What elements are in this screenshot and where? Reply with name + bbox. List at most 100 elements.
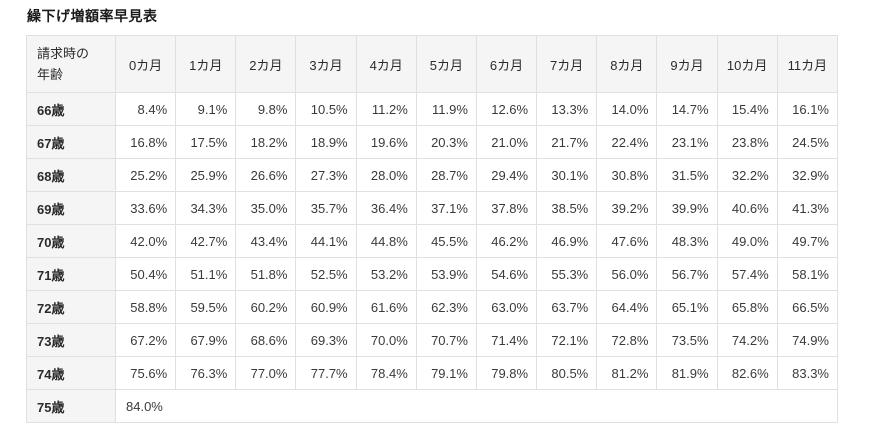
month-header: 6カ月 — [475, 35, 538, 93]
age-row-header: 74歳 — [26, 356, 116, 390]
rate-cell: 39.2% — [596, 191, 658, 225]
rate-cell: 9.8% — [235, 92, 297, 126]
rate-cell: 51.8% — [235, 257, 297, 291]
corner-header-claim-age: 請求時の 年齢 — [26, 35, 116, 93]
rate-cell: 37.1% — [415, 191, 477, 225]
rate-cell: 68.6% — [235, 323, 297, 357]
age-row-header: 71歳 — [26, 257, 116, 291]
rate-cell: 50.4% — [114, 257, 177, 291]
rate-cell: 23.1% — [656, 125, 718, 159]
table-row: 70歳 42.0% 42.7% 43.4% 44.1% 44.8% 45.5% 46.2% 46… — [26, 224, 839, 258]
rate-cell: 53.9% — [415, 257, 477, 291]
rate-cell: 83.3% — [776, 356, 839, 390]
rate-cell: 20.3% — [415, 125, 477, 159]
table-row: 74歳 75.6% 76.3% 77.0% 77.7% 78.4% 79.1% 79.8% 80… — [26, 356, 839, 390]
month-header: 8カ月 — [596, 35, 658, 93]
rate-cell: 46.2% — [475, 224, 538, 258]
rate-cell: 14.0% — [596, 92, 658, 126]
month-header: 2カ月 — [235, 35, 297, 93]
rate-cell: 26.6% — [235, 158, 297, 192]
rate-cell: 18.2% — [235, 125, 297, 159]
rate-cell: 53.2% — [355, 257, 417, 291]
rate-cell: 73.5% — [656, 323, 718, 357]
rate-cell: 18.9% — [295, 125, 357, 159]
month-header: 10カ月 — [716, 35, 778, 93]
month-header: 3カ月 — [295, 35, 357, 93]
month-header: 11カ月 — [776, 35, 839, 93]
rate-cell: 51.1% — [175, 257, 237, 291]
table-row: 72歳 58.8% 59.5% 60.2% 60.9% 61.6% 62.3% 63.0% 63… — [26, 290, 839, 324]
page-title: 繰下げ増額率早見表 — [27, 8, 158, 24]
table-row: 66歳 8.4% 9.1% 9.8% 10.5% 11.2% 11.9% 12.6% 13.3%… — [26, 92, 839, 126]
age-row-header: 75歳 — [26, 389, 116, 423]
rate-cell: 37.8% — [475, 191, 538, 225]
rate-cell: 61.6% — [355, 290, 417, 324]
rate-cell: 42.7% — [175, 224, 237, 258]
rate-cell: 49.0% — [716, 224, 778, 258]
rate-cell: 78.4% — [355, 356, 417, 390]
rate-cell: 65.8% — [716, 290, 778, 324]
rate-cell: 13.3% — [536, 92, 598, 126]
rate-cell: 23.8% — [716, 125, 778, 159]
rate-cell: 71.4% — [475, 323, 538, 357]
rate-cell: 34.3% — [175, 191, 237, 225]
rate-cell: 63.0% — [475, 290, 538, 324]
rate-cell: 45.5% — [415, 224, 477, 258]
age-row-header: 69歳 — [26, 191, 116, 225]
rate-cell: 28.7% — [415, 158, 477, 192]
table-row: 75歳 84.0% — [26, 389, 838, 423]
rate-cell: 36.4% — [355, 191, 417, 225]
rate-cell: 21.7% — [536, 125, 598, 159]
table-row: 71歳 50.4% 51.1% 51.8% 52.5% 53.2% 53.9% 54.6% 55… — [26, 257, 839, 291]
rate-cell: 67.9% — [175, 323, 237, 357]
rate-cell: 65.1% — [656, 290, 718, 324]
rate-cell: 82.6% — [716, 356, 778, 390]
age-row-header: 66歳 — [26, 92, 116, 126]
rate-cell: 35.7% — [295, 191, 357, 225]
table-header-row: 請求時の 年齢 0カ月 1カ月 2カ月 3カ月 4カ月 5カ月 6カ月 7カ月 8カ月 9カ月 10カ月… — [26, 35, 839, 93]
rate-cell: 57.4% — [716, 257, 778, 291]
rate-cell: 81.2% — [596, 356, 658, 390]
rate-cell: 48.3% — [656, 224, 718, 258]
month-header: 0カ月 — [114, 35, 177, 93]
rate-cell: 55.3% — [536, 257, 598, 291]
age-row-header: 73歳 — [26, 323, 116, 357]
rate-cell: 52.5% — [295, 257, 357, 291]
rate-cell: 44.8% — [355, 224, 417, 258]
rate-cell: 44.1% — [295, 224, 357, 258]
rate-cell: 35.0% — [235, 191, 297, 225]
rate-cell: 72.1% — [536, 323, 598, 357]
rate-cell: 81.9% — [656, 356, 718, 390]
rate-cell: 25.9% — [175, 158, 237, 192]
rate-cell: 70.0% — [355, 323, 417, 357]
rate-cell: 84.0% — [115, 389, 838, 423]
rate-cell: 16.8% — [114, 125, 177, 159]
month-header: 1カ月 — [175, 35, 237, 93]
rate-cell: 47.6% — [596, 224, 658, 258]
rate-cell: 33.6% — [114, 191, 177, 225]
table-row: 68歳 25.2% 25.9% 26.6% 27.3% 28.0% 28.7% 29.4% 30… — [26, 158, 839, 192]
rate-cell: 62.3% — [415, 290, 477, 324]
rate-cell: 15.4% — [716, 92, 778, 126]
rate-cell: 11.2% — [355, 92, 417, 126]
age-row-header: 67歳 — [26, 125, 116, 159]
rate-cell: 74.2% — [716, 323, 778, 357]
rate-cell: 41.3% — [776, 191, 839, 225]
table-row: 69歳 33.6% 34.3% 35.0% 35.7% 36.4% 37.1% 37.8% 38… — [26, 191, 839, 225]
month-header: 4カ月 — [355, 35, 417, 93]
rate-cell: 9.1% — [175, 92, 237, 126]
rate-cell: 16.1% — [776, 92, 839, 126]
rate-cell: 49.7% — [776, 224, 839, 258]
rate-cell: 66.5% — [776, 290, 839, 324]
rate-cell: 40.6% — [716, 191, 778, 225]
rate-cell: 60.9% — [295, 290, 357, 324]
rate-cell: 21.0% — [475, 125, 538, 159]
rate-cell: 70.7% — [415, 323, 477, 357]
age-row-header: 68歳 — [26, 158, 116, 192]
rate-cell: 17.5% — [175, 125, 237, 159]
rate-cell: 14.7% — [656, 92, 718, 126]
rate-cell: 29.4% — [475, 158, 538, 192]
rate-cell: 63.7% — [536, 290, 598, 324]
rate-cell: 60.2% — [235, 290, 297, 324]
